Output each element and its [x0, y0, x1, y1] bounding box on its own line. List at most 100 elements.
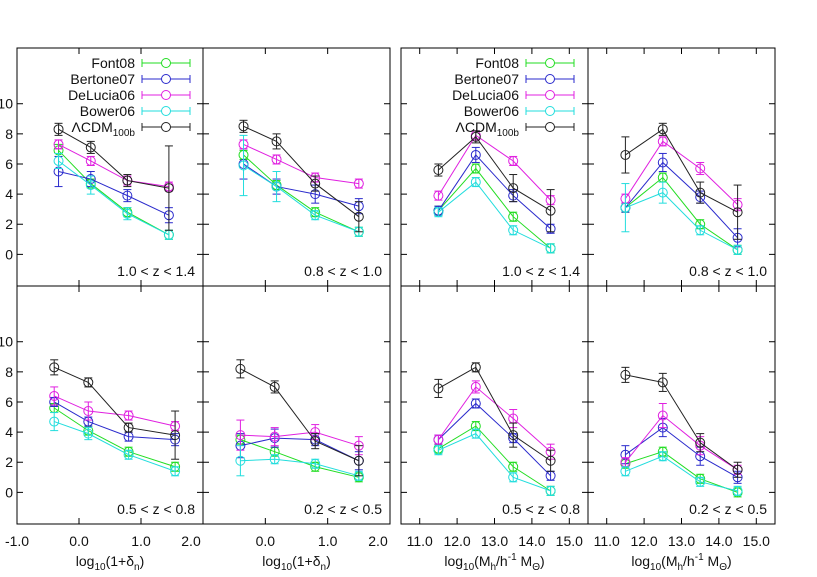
panel-frame — [587, 285, 776, 525]
legend-marker — [161, 58, 171, 68]
series-line — [438, 181, 551, 249]
data-point — [235, 430, 246, 441]
x-axis-label-part: log — [76, 553, 95, 569]
series-line — [240, 368, 360, 462]
error-bar — [50, 359, 59, 376]
data-point — [310, 178, 321, 189]
error-bar — [272, 171, 281, 203]
x-tick-label: 11.0 — [594, 533, 620, 549]
legend-marker — [545, 90, 555, 100]
series-line — [625, 414, 738, 471]
data-point — [732, 485, 743, 496]
panel-annotation: 0.8 < z < 1.0 — [304, 263, 382, 279]
panel-frame — [16, 285, 204, 525]
data-point — [508, 461, 519, 472]
legend-label: Bower06 — [464, 103, 519, 119]
error-bar — [733, 184, 742, 240]
x-axis-label: log10(Mh/h-1 MΘ) — [631, 552, 731, 572]
legend-marker — [161, 106, 171, 116]
series-line — [58, 171, 170, 216]
x-axis-label-part: 10 — [281, 562, 293, 572]
x-tick-label: 12.0 — [443, 533, 470, 549]
data-point — [732, 244, 743, 255]
x-axis-label-part: ) — [140, 553, 145, 569]
x-axis-label-part: 10 — [94, 562, 106, 572]
series-line — [243, 165, 360, 233]
data-point — [235, 363, 246, 374]
y-tick-label: 10 — [0, 334, 13, 350]
legend-name: Font08 — [91, 55, 135, 71]
data-point — [470, 149, 481, 160]
data-point — [545, 455, 556, 466]
x-axis-label-part: log — [262, 553, 281, 569]
x-tick-label: 1.0 — [318, 533, 338, 549]
data-point — [170, 466, 181, 477]
error-bar — [658, 152, 667, 173]
panel-annotation: 0.5 < z < 0.8 — [502, 501, 580, 517]
series-line — [625, 161, 738, 239]
x-axis-label: log10(1+δn) — [262, 553, 330, 572]
x-axis-label: log10(1+δn) — [76, 553, 144, 572]
x-axis-label-part: M — [704, 553, 720, 569]
legend-marker — [545, 74, 555, 84]
series-line — [58, 128, 169, 189]
error-bar — [354, 201, 363, 233]
data-point — [695, 187, 706, 198]
data-point — [657, 136, 668, 147]
panel-frame — [400, 285, 589, 525]
legend-marker — [545, 122, 555, 132]
data-point — [310, 210, 321, 221]
data-point — [53, 124, 64, 135]
data-point — [620, 149, 631, 160]
y-tick-label: 0 — [5, 246, 13, 262]
x-axis-label-part: Θ — [719, 562, 727, 572]
data-point — [657, 451, 668, 462]
error-bar — [696, 433, 705, 453]
series-line — [438, 402, 551, 477]
x-axis-label-part: h — [677, 562, 683, 572]
series-line — [625, 192, 738, 251]
data-point — [470, 177, 481, 188]
series-line — [437, 134, 551, 201]
legend-subscript: 100b — [497, 128, 520, 139]
data-point — [353, 211, 364, 222]
x-tick-label: 14.0 — [705, 533, 732, 549]
data-point — [433, 445, 444, 456]
data-point — [271, 136, 282, 147]
legend-label: ΛCDM100b — [456, 119, 520, 139]
error-bar — [236, 445, 245, 477]
data-point — [310, 458, 321, 469]
x-axis-label-part: 10 — [650, 562, 662, 572]
series-line — [53, 401, 176, 441]
legend-subscript: 100b — [113, 128, 136, 139]
series-line — [438, 366, 551, 462]
data-point — [269, 381, 280, 392]
x-axis-label-part: n — [321, 562, 327, 572]
error-bar — [546, 449, 555, 472]
legend-label: Bertone07 — [454, 71, 519, 87]
data-point — [433, 207, 444, 218]
data-point — [657, 187, 668, 198]
data-point — [122, 190, 133, 201]
data-point — [53, 139, 64, 150]
legend-marker — [161, 74, 171, 84]
legend-name: Bower06 — [80, 103, 135, 119]
x-tick-label: 13.0 — [481, 533, 508, 549]
x-axis-label-part: log — [444, 553, 463, 569]
error-bar — [696, 181, 705, 204]
x-axis-label-part: Θ — [532, 562, 540, 572]
data-point — [122, 175, 133, 186]
series-line — [438, 433, 551, 492]
y-tick-label: 4 — [5, 186, 13, 202]
series-line — [624, 140, 738, 206]
legend-marker — [545, 58, 555, 68]
data-point — [83, 377, 94, 388]
legend-label: DeLucia06 — [452, 87, 519, 103]
error-bar — [658, 181, 667, 204]
x-axis-label-part: n — [134, 562, 140, 572]
x-axis-label-part: (M — [661, 553, 677, 569]
series-line — [58, 143, 169, 188]
data-point — [433, 434, 444, 445]
data-point — [470, 381, 481, 392]
